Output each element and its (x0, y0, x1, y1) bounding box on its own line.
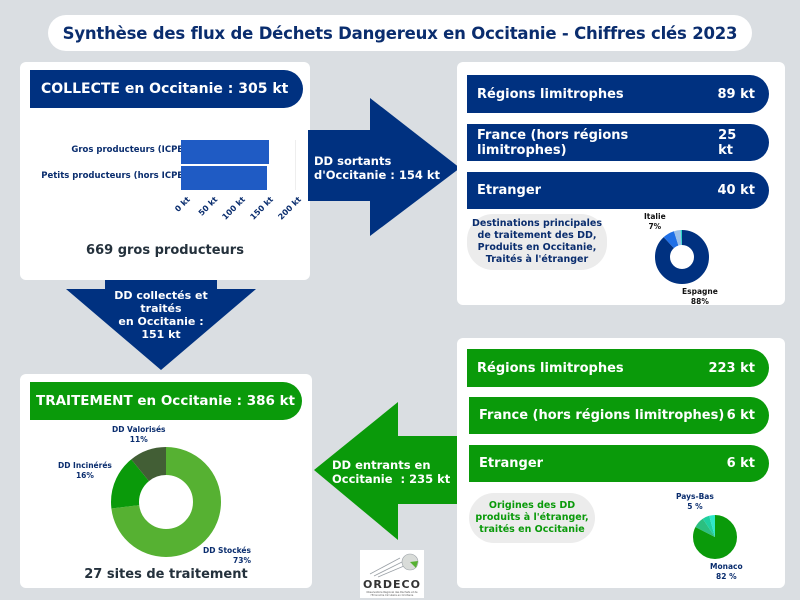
traitement-header: TRAITEMENT en Occitanie : 386 kt (30, 382, 302, 420)
collecte-header-text: COLLECTE en Occitanie : 305 kt (41, 81, 289, 97)
entrants-row-etranger: Etranger 6 kt (469, 445, 769, 482)
label-monaco: Monaco 82 % (710, 562, 743, 581)
tick-0: 0 kt (172, 195, 192, 214)
row-value: 6 kt (726, 408, 755, 423)
row-label: Etranger (479, 456, 544, 471)
label-incineres: DD Incinérés 16% (58, 461, 112, 480)
origines-pie-chart (693, 515, 737, 559)
row-label: Régions limitrophes (477, 360, 624, 376)
destinations-donut-chart (655, 230, 709, 284)
collecte-bar-chart: Gros producteurs (ICPE) Petits producteu… (20, 135, 310, 230)
bar-gros (181, 140, 269, 164)
row-value: 25 kt (718, 127, 737, 158)
sortants-arrow-line2: d'Occitanie : 154 kt (314, 168, 441, 182)
bar-petits (181, 166, 267, 190)
entrants-arrow-line2: Occitanie : 235 kt (332, 472, 451, 486)
label-valorises: DD Valorisés 11% (112, 425, 166, 444)
sortants-row-regions: Régions limitrophes 89 kt (467, 75, 769, 113)
page-title: Synthèse des flux de Déchets Dangereux e… (48, 15, 752, 51)
logo-ball-icon (369, 553, 419, 578)
row-value: 40 kt (717, 183, 755, 198)
tick-200: 200 kt (276, 195, 304, 222)
traitement-footer: 27 sites de traitement (84, 567, 248, 582)
arrow-right-icon (308, 98, 460, 236)
label-pays-bas: Pays-Bas 5 % (676, 492, 714, 511)
collectes-traites-arrow-label: DD collectés et traités en Occitanie : 1… (114, 289, 208, 341)
entrants-arrow-line1: DD entrants en (332, 458, 431, 472)
note-line: Origines des DD (488, 500, 576, 511)
collecte-header: COLLECTE en Occitanie : 305 kt (30, 70, 303, 108)
entrants-arrow-label: DD entrants en Occitanie : 235 kt (332, 458, 450, 486)
row-label: Etranger (477, 183, 542, 198)
sortants-arrow-line1: DD sortants (314, 154, 392, 168)
logo-subtitle: Observatoire Régional des Déchets et de … (366, 591, 418, 597)
row-value: 223 kt (708, 360, 755, 376)
collecte-footer: 669 gros producteurs (86, 243, 244, 258)
row-value: 89 kt (717, 86, 755, 102)
traitement-donut-chart (111, 447, 221, 557)
sortants-arrow-label: DD sortants d'Occitanie : 154 kt (314, 154, 440, 182)
entrants-row-france: France (hors régions limitrophes) 6 kt (469, 397, 769, 434)
note-line: Destinations principales (472, 218, 602, 229)
arrow-left-icon (314, 402, 458, 540)
arrow-down-icon (66, 280, 256, 370)
note-line: Traités à l'étranger (485, 254, 589, 265)
note-line: Produits en Occitanie, (477, 242, 597, 253)
note-line: traités en Occitanie (479, 524, 585, 535)
label-italie: Italie 7% (644, 212, 666, 231)
tick-50: 50 kt (196, 195, 220, 218)
row-value: 6 kt (726, 456, 755, 471)
label-espagne: Espagne 88% (682, 287, 718, 306)
sortants-note: Destinations principales de traitement d… (467, 214, 607, 270)
note-line: produits à l'étranger, (475, 512, 589, 523)
label-stockes: DD Stockés 73% (203, 546, 251, 565)
logo-name: ORDECO (363, 578, 421, 591)
row-label: France (hors régions limitrophes) (479, 408, 725, 423)
row-label: France (hors régions limitrophes) (477, 127, 629, 158)
entrants-row-regions: Régions limitrophes 223 kt (467, 349, 769, 387)
bar-label-gros: Gros producteurs (ICPE) (71, 145, 187, 155)
tick-100: 100 kt (220, 195, 248, 222)
entrants-note: Origines des DD produits à l'étranger, t… (469, 493, 595, 543)
traitement-header-text: TRAITEMENT en Occitanie : 386 kt (36, 393, 296, 409)
sortants-row-etranger: Etranger 40 kt (467, 172, 769, 209)
row-label: Régions limitrophes (477, 86, 624, 102)
bar-axis-right (295, 140, 296, 190)
bar-label-petits: Petits producteurs (hors ICPE) (41, 171, 187, 181)
note-line: de traitement des DD, (477, 230, 597, 241)
ordeco-logo: ORDECO Observatoire Régional des Déchets… (360, 550, 424, 598)
sortants-row-france: France (hors régions limitrophes) 25 kt (467, 124, 769, 161)
tick-150: 150 kt (248, 195, 276, 222)
